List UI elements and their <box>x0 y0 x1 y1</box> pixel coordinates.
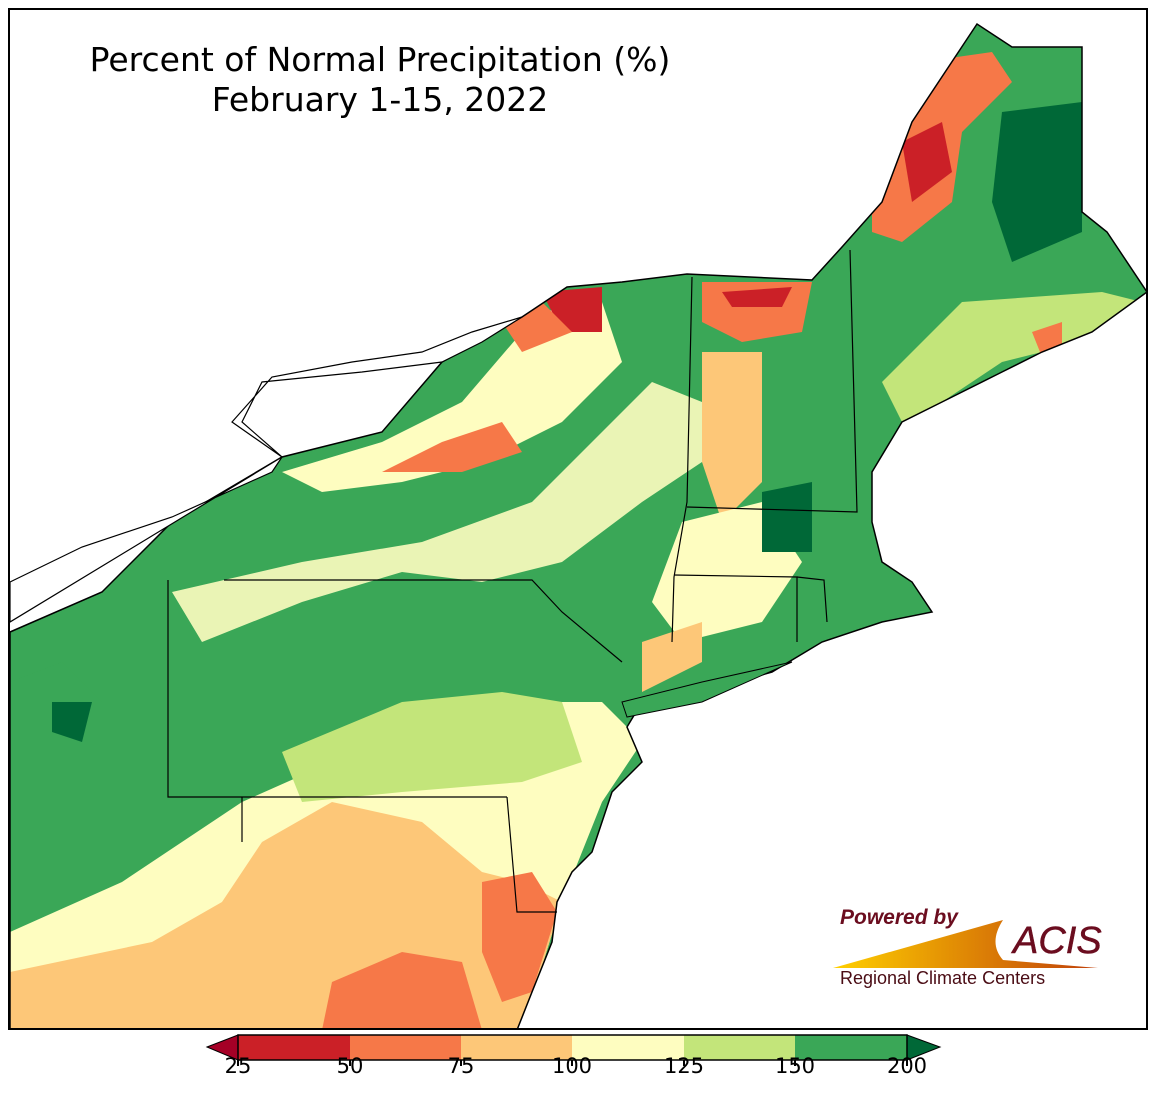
acis-logo: Powered by ACIS Regional Climate Centers <box>833 906 1102 988</box>
precip-field <box>10 52 1142 1028</box>
map-subtitle: February 1-15, 2022 <box>211 80 549 119</box>
map-title: Percent of Normal Precipitation (%) <box>89 40 671 79</box>
svg-text:ACIS: ACIS <box>1011 920 1102 962</box>
lake-ontario <box>231 316 523 458</box>
svg-text:Powered by: Powered by <box>840 906 959 929</box>
lake-erie <box>10 456 283 623</box>
legend-tick: 150 <box>774 1054 816 1078</box>
svg-text:Regional Climate Centers: Regional Climate Centers <box>840 968 1045 988</box>
legend-tick: 25 <box>224 1054 252 1078</box>
precipitation-map <box>10 23 1146 1028</box>
legend-tick: 125 <box>663 1054 705 1078</box>
legend-bin-25-50 <box>238 1035 350 1060</box>
legend-tick: 75 <box>447 1054 475 1078</box>
legend-bin-100-125 <box>572 1035 684 1060</box>
legend-tick: 100 <box>551 1054 593 1078</box>
legend-tick: 200 <box>886 1054 928 1078</box>
legend-bin-75-100 <box>461 1035 572 1060</box>
swoosh-icon <box>833 920 1098 968</box>
color-legend <box>205 1034 942 1066</box>
legend-bin-50-75 <box>350 1035 461 1060</box>
legend-bin-125-150 <box>684 1035 795 1060</box>
state-borders <box>10 23 1146 1028</box>
legend-bin-150-200 <box>795 1035 907 1060</box>
map-panel <box>8 8 1148 1030</box>
legend-tick: 50 <box>336 1054 364 1078</box>
long-island <box>621 661 793 718</box>
